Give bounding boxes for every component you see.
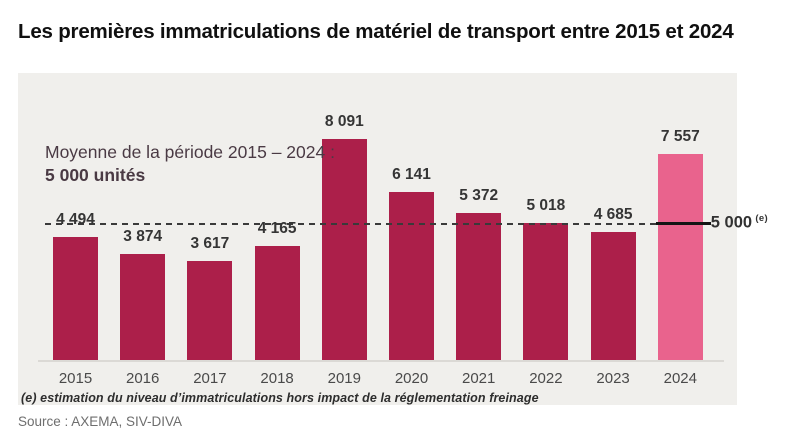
bar-value-label-2023: 4 685 — [593, 206, 633, 224]
annotation-line1: Moyenne de la période 2015 – 2024 : — [45, 142, 335, 162]
average-value-text: 5 000 — [710, 213, 753, 231]
bar-value-label-2015: 4 494 — [56, 211, 95, 229]
bar-value-label-2018: 4 165 — [257, 220, 297, 238]
bar-column-2016: 3 874 — [120, 73, 166, 360]
bar-column-2024: 7 557 — [657, 73, 703, 360]
bar-2018 — [254, 246, 300, 360]
x-axis-label-2019: 2019 — [327, 370, 361, 387]
bar-2021 — [456, 213, 502, 360]
bar-2023 — [590, 232, 636, 360]
bar-column-2021: 5 372 — [456, 73, 502, 360]
bar-value-label-2024: 7 557 — [660, 127, 700, 145]
x-axis-label-2020: 2020 — [394, 370, 429, 387]
average-value-label: 5 000 (e) — [711, 213, 768, 233]
chart-panel: 4 494 3 874 3 617 4 165 8 091 6 141 5 372 5 018… — [18, 73, 768, 405]
bar-2020 — [389, 192, 434, 360]
bar-value-label-2020: 6 141 — [392, 166, 431, 184]
bar-value-label-2016: 3 874 — [123, 228, 163, 246]
page-title: Les premières immatriculations de matéri… — [18, 19, 734, 43]
average-dashed-line — [45, 222, 658, 225]
bar-2022 — [523, 223, 569, 360]
bar-value-label-2022: 5 018 — [526, 197, 566, 215]
plot-area: 4 494 3 874 3 617 4 165 8 091 6 141 5 372 5 018… — [18, 73, 737, 360]
x-axis-label-2017: 2017 — [193, 370, 227, 387]
bar-column-2017: 3 617 — [187, 73, 233, 360]
bar-column-2019: 8 091 — [321, 73, 367, 360]
average-superscript: (e) — [755, 212, 768, 224]
bar-column-2023: 4 685 — [590, 73, 636, 360]
x-axis-label-2016: 2016 — [126, 370, 160, 387]
bar-value-label-2021: 5 372 — [459, 187, 499, 205]
bar-2016 — [120, 254, 166, 360]
bar-2015 — [53, 237, 98, 360]
x-axis-label-2023: 2023 — [596, 370, 630, 387]
bar-column-2020: 6 141 — [389, 73, 434, 360]
annotation-line2: 5 000 unités — [45, 165, 146, 186]
bar-2019 — [321, 139, 367, 360]
x-axis-label-2015: 2015 — [58, 370, 93, 387]
x-axis-label-2024: 2024 — [663, 370, 697, 387]
average-annotation: Moyenne de la période 2015 – 2024 : 5 00… — [45, 141, 335, 188]
x-axis-line — [38, 360, 724, 362]
bar-column-2018: 4 165 — [254, 73, 300, 360]
bar-column-2022: 5 018 — [523, 73, 569, 360]
x-axis-label-2022: 2022 — [529, 370, 563, 387]
bar-value-label-2019: 8 091 — [324, 113, 364, 131]
source-note: Source : AXEMA, SIV-DIVA — [18, 414, 183, 429]
x-axis-label-2018: 2018 — [260, 370, 294, 387]
chart-footnote: (e) estimation du niveau d’immatriculati… — [21, 391, 539, 405]
x-axis-label-2021: 2021 — [462, 370, 496, 387]
average-solid-line — [655, 222, 711, 225]
bar-column-2015: 4 494 — [53, 73, 98, 360]
bar-value-label-2017: 3 617 — [190, 235, 230, 253]
bar-2024 — [657, 153, 703, 360]
bar-2017 — [187, 261, 233, 360]
